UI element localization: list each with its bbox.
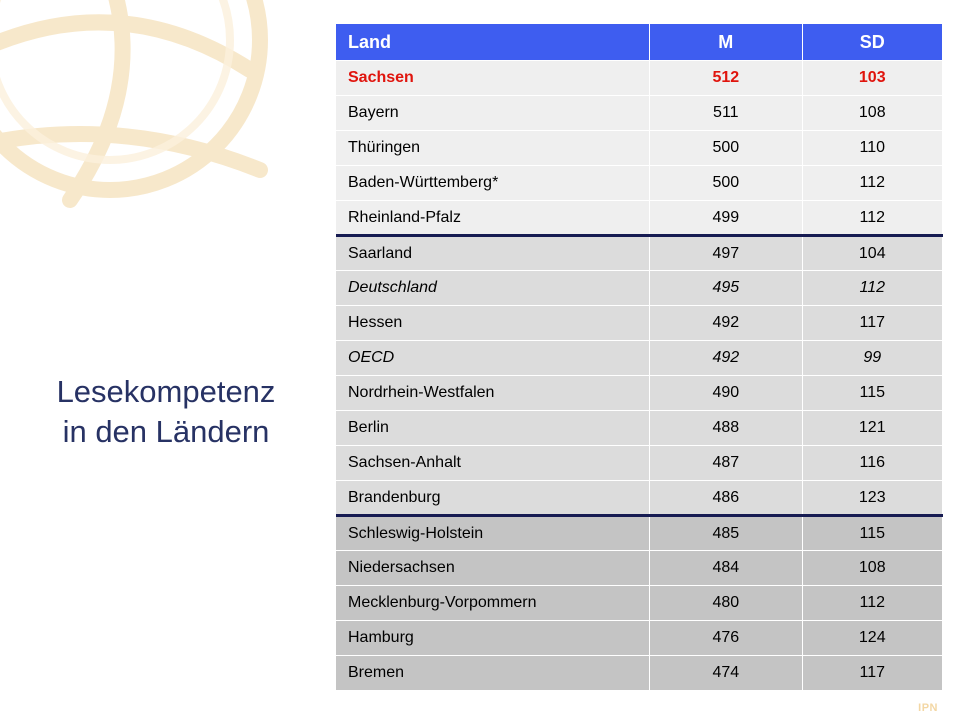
cell-sd: 99	[802, 340, 944, 376]
cell-land: Sachsen-Anhalt	[336, 445, 651, 481]
cell-land: Bayern	[336, 95, 651, 131]
cell-land: Berlin	[336, 410, 651, 446]
globe-decoration	[0, 0, 268, 208]
cell-sd: 115	[802, 514, 944, 551]
cell-land: Deutschland	[336, 270, 651, 306]
cell-land: Bremen	[336, 655, 651, 691]
cell-m: 485	[649, 514, 803, 551]
column-header-sd: SD	[802, 24, 944, 61]
cell-m: 500	[649, 165, 803, 201]
cell-sd: 112	[802, 165, 944, 201]
cell-sd: 103	[802, 60, 944, 96]
table-row: Saarland 497 104	[336, 234, 944, 271]
cell-m: 492	[649, 305, 803, 341]
cell-m: 511	[649, 95, 803, 131]
cell-m: 474	[649, 655, 803, 691]
slide-title: Lesekompetenz in den Ländern	[20, 372, 312, 452]
cell-sd: 104	[802, 234, 944, 271]
table-row: Hamburg 476 124	[336, 620, 944, 656]
cell-sd: 121	[802, 410, 944, 446]
cell-sd: 108	[802, 550, 944, 586]
cell-land: Saarland	[336, 234, 651, 271]
cell-land: Hamburg	[336, 620, 651, 656]
cell-land: Baden-Württemberg*	[336, 165, 651, 201]
cell-land: Niedersachsen	[336, 550, 651, 586]
column-header-land: Land	[336, 24, 651, 61]
column-header-m: M	[649, 24, 803, 61]
cell-m: 484	[649, 550, 803, 586]
cell-sd: 117	[802, 305, 944, 341]
table-row: Mecklenburg-Vorpommern 480 112	[336, 585, 944, 621]
table-row: Niedersachsen 484 108	[336, 550, 944, 586]
cell-sd: 116	[802, 445, 944, 481]
cell-m: 488	[649, 410, 803, 446]
table-row: Sachsen 512 103	[336, 60, 944, 96]
cell-m: 499	[649, 200, 803, 236]
cell-sd: 112	[802, 200, 944, 236]
cell-m: 490	[649, 375, 803, 411]
table-row: Schleswig-Holstein 485 115	[336, 514, 944, 551]
table-row: Deutschland 495 112	[336, 270, 944, 306]
cell-m: 492	[649, 340, 803, 376]
table-row: Bayern 511 108	[336, 95, 944, 131]
cell-m: 495	[649, 270, 803, 306]
table-row: Brandenburg 486 123	[336, 480, 944, 516]
cell-sd: 112	[802, 270, 944, 306]
cell-m: 497	[649, 234, 803, 271]
cell-m: 487	[649, 445, 803, 481]
table-header-row: Land M SD	[336, 24, 944, 61]
table-row: Nordrhein-Westfalen 490 115	[336, 375, 944, 411]
cell-m: 500	[649, 130, 803, 166]
table-row: Baden-Württemberg* 500 112	[336, 165, 944, 201]
cell-sd: 108	[802, 95, 944, 131]
cell-m: 486	[649, 480, 803, 516]
cell-sd: 123	[802, 480, 944, 516]
table-row: Berlin 488 121	[336, 410, 944, 446]
table-row: Sachsen-Anhalt 487 116	[336, 445, 944, 481]
cell-land: Nordrhein-Westfalen	[336, 375, 651, 411]
cell-sd: 115	[802, 375, 944, 411]
cell-land: Hessen	[336, 305, 651, 341]
slide-title-line-1: Lesekompetenz	[56, 374, 276, 409]
ipn-logo: IPN	[918, 702, 938, 714]
table-row: Hessen 492 117	[336, 305, 944, 341]
cell-sd: 110	[802, 130, 944, 166]
cell-land: Mecklenburg-Vorpommern	[336, 585, 651, 621]
cell-m: 476	[649, 620, 803, 656]
cell-land: OECD	[336, 340, 651, 376]
cell-sd: 112	[802, 585, 944, 621]
table-row: Rheinland-Pfalz 499 112	[336, 200, 944, 236]
cell-land: Brandenburg	[336, 480, 651, 516]
cell-land: Sachsen	[336, 60, 651, 96]
cell-sd: 117	[802, 655, 944, 691]
table-row: Thüringen 500 110	[336, 130, 944, 166]
cell-land: Thüringen	[336, 130, 651, 166]
cell-m: 480	[649, 585, 803, 621]
cell-m: 512	[649, 60, 803, 96]
reading-competence-table: Land M SD Sachsen 512 103 Bayern 511 108…	[336, 24, 944, 691]
cell-sd: 124	[802, 620, 944, 656]
cell-land: Schleswig-Holstein	[336, 514, 651, 551]
table-row: Bremen 474 117	[336, 655, 944, 691]
slide-title-line-2: in den Ländern	[62, 414, 270, 449]
cell-land: Rheinland-Pfalz	[336, 200, 651, 236]
table-row: OECD 492 99	[336, 340, 944, 376]
